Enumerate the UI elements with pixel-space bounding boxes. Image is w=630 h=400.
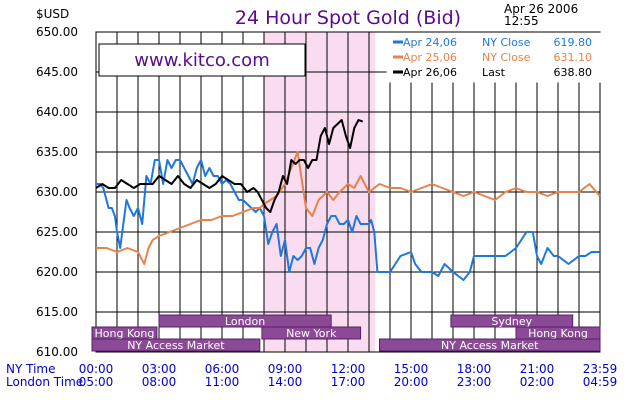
x-tick-label: 11:00 bbox=[205, 375, 240, 389]
session-bar bbox=[91, 338, 261, 352]
chart-title: 24 Hour Spot Gold (Bid) bbox=[235, 7, 461, 29]
y-tick-label: 640.00 bbox=[36, 105, 78, 119]
legend-value: 619.80 bbox=[554, 36, 593, 49]
x-tick-label: 00:00 bbox=[79, 362, 114, 376]
y-tick-label: 650.00 bbox=[36, 25, 78, 39]
x-tick-label: 02:00 bbox=[520, 375, 555, 389]
y-tick-label: 620.00 bbox=[36, 265, 78, 279]
x-tick-label: 04:59 bbox=[583, 375, 618, 389]
x-tick-label: 08:00 bbox=[142, 375, 177, 389]
x-tick-label: 23:00 bbox=[457, 375, 492, 389]
plot-frame bbox=[95, 31, 601, 353]
legend-label: NY Close bbox=[482, 36, 531, 49]
series-line-3 bbox=[95, 119, 364, 213]
watermark-box bbox=[98, 43, 306, 77]
session-bar bbox=[261, 326, 362, 340]
x-tick-label: 05:00 bbox=[79, 375, 114, 389]
x-tick-label: 06:00 bbox=[205, 362, 240, 376]
y-tick-label: 610.00 bbox=[36, 345, 78, 359]
session-label: Hong Kong bbox=[95, 327, 155, 340]
y-tick-label: 630.00 bbox=[36, 185, 78, 199]
x-row-label: London Time bbox=[6, 375, 83, 389]
session-bar bbox=[158, 314, 332, 328]
x-tick-label: 20:00 bbox=[394, 375, 429, 389]
chart-date: Apr 26 2006 bbox=[504, 2, 578, 16]
session-label: NY Access Market bbox=[441, 339, 539, 352]
x-tick-label: 23:59 bbox=[583, 362, 618, 376]
x-tick-label: 17:00 bbox=[331, 375, 366, 389]
x-tick-label: 12:00 bbox=[331, 362, 366, 376]
chart-time: 12:55 bbox=[504, 14, 539, 28]
legend-day: Apr 25,06 bbox=[403, 51, 457, 64]
watermark-text: www.kitco.com bbox=[134, 50, 269, 71]
y-tick-label: 625.00 bbox=[36, 225, 78, 239]
x-tick-label: 14:00 bbox=[268, 375, 303, 389]
session-label: London bbox=[225, 315, 265, 328]
session-label: NY Access Market bbox=[127, 339, 225, 352]
session-label: New York bbox=[286, 327, 337, 340]
session-label: Hong Kong bbox=[528, 327, 588, 340]
x-tick-label: 21:00 bbox=[520, 362, 555, 376]
x-tick-label: 03:00 bbox=[142, 362, 177, 376]
y-tick-label: 615.00 bbox=[36, 305, 78, 319]
x-tick-label: 18:00 bbox=[457, 362, 492, 376]
legend-box bbox=[386, 32, 601, 83]
series-line-2 bbox=[96, 151, 601, 265]
legend-day: Apr 26,06 bbox=[403, 66, 457, 79]
session-label: Sydney bbox=[491, 315, 532, 328]
y-unit-label: $USD bbox=[36, 7, 69, 21]
series-line-1 bbox=[96, 159, 600, 281]
y-tick-label: 645.00 bbox=[36, 65, 78, 79]
legend-label: Last bbox=[482, 66, 506, 79]
x-tick-label: 15:00 bbox=[394, 362, 429, 376]
session-bar bbox=[450, 314, 574, 328]
legend-label: NY Close bbox=[482, 51, 531, 64]
session-bar bbox=[379, 338, 601, 352]
legend-value: 631.10 bbox=[554, 51, 593, 64]
x-row-label: NY Time bbox=[6, 362, 56, 376]
legend-day: Apr 24,06 bbox=[403, 36, 457, 49]
legend-value: 638.80 bbox=[554, 66, 593, 79]
x-tick-label: 09:00 bbox=[268, 362, 303, 376]
y-tick-label: 635.00 bbox=[36, 145, 78, 159]
